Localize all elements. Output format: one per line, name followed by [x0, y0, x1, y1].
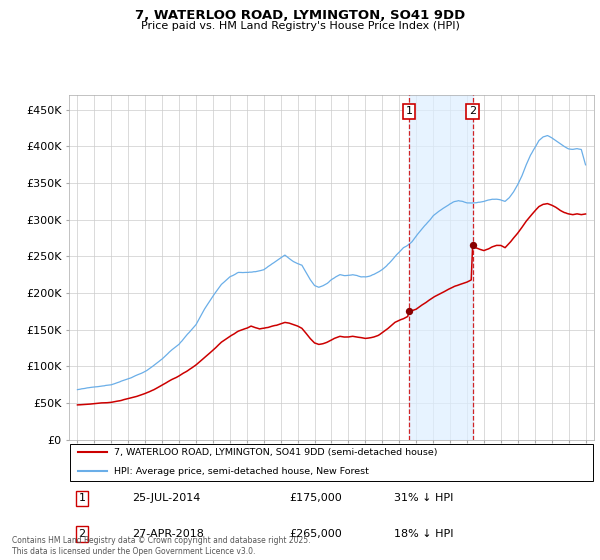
- Point: [468, 241, 478, 250]
- Text: 18% ↓ HPI: 18% ↓ HPI: [395, 529, 454, 539]
- Text: 31% ↓ HPI: 31% ↓ HPI: [395, 493, 454, 503]
- Text: HPI: Average price, semi-detached house, New Forest: HPI: Average price, semi-detached house,…: [113, 467, 368, 476]
- Text: 25-JUL-2014: 25-JUL-2014: [132, 493, 200, 503]
- Text: 7, WATERLOO ROAD, LYMINGTON, SO41 9DD: 7, WATERLOO ROAD, LYMINGTON, SO41 9DD: [135, 9, 465, 22]
- Text: 1: 1: [79, 493, 86, 503]
- Text: £175,000: £175,000: [290, 493, 342, 503]
- Text: Contains HM Land Registry data © Crown copyright and database right 2025.
This d: Contains HM Land Registry data © Crown c…: [12, 536, 311, 556]
- Text: 2: 2: [469, 106, 476, 116]
- FancyBboxPatch shape: [70, 444, 593, 481]
- Bar: [409, 95, 473, 440]
- Text: 7, WATERLOO ROAD, LYMINGTON, SO41 9DD (semi-detached house): 7, WATERLOO ROAD, LYMINGTON, SO41 9DD (s…: [113, 447, 437, 456]
- Text: Price paid vs. HM Land Registry's House Price Index (HPI): Price paid vs. HM Land Registry's House …: [140, 21, 460, 31]
- Text: 27-APR-2018: 27-APR-2018: [132, 529, 204, 539]
- Text: £265,000: £265,000: [290, 529, 342, 539]
- Text: 2: 2: [79, 529, 86, 539]
- Point: [404, 307, 414, 316]
- Text: 1: 1: [406, 106, 413, 116]
